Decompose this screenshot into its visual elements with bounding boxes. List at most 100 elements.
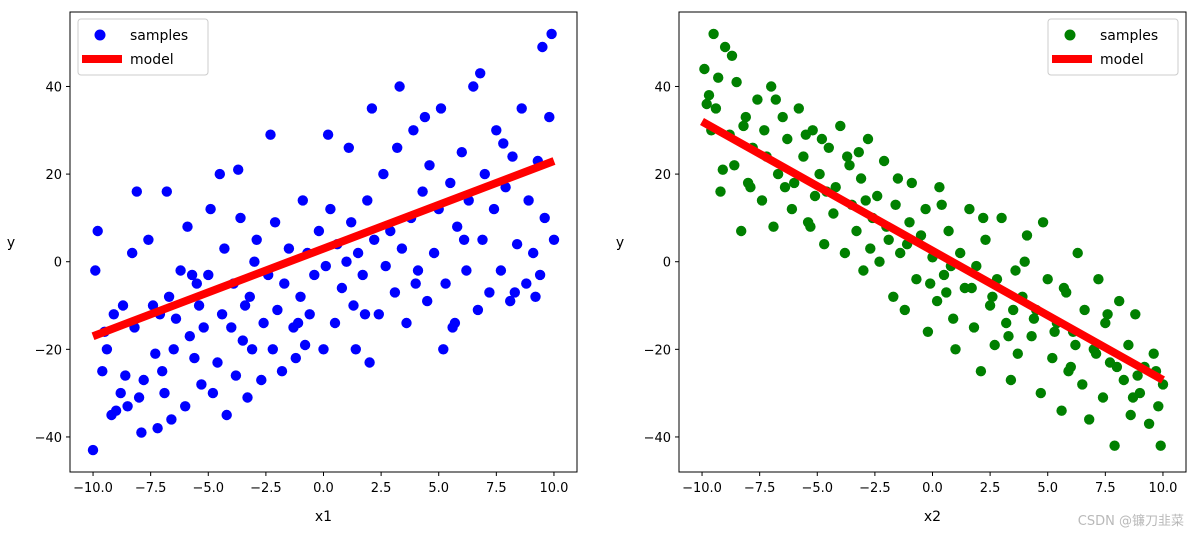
scatter-point	[394, 81, 405, 92]
scatter-point	[915, 230, 927, 241]
scatter-point	[408, 125, 419, 136]
chart-panel-1: −10.0 −7.5 −5.0 −2.5 0.0 2.5 5.0 7.5 10.0 −40 −20 0…	[7, 11, 578, 525]
scatter-point	[779, 182, 791, 193]
scatter-point	[996, 212, 1007, 224]
scatter-point	[729, 160, 740, 171]
y-tick-label: −40	[35, 431, 62, 446]
scatter-point	[1155, 440, 1166, 451]
scatter-point	[925, 278, 936, 289]
scatter-point	[299, 339, 311, 351]
scatter-point	[440, 278, 451, 289]
scatter-point	[424, 160, 435, 171]
scatter-point	[117, 300, 129, 311]
scatter-point	[1070, 339, 1081, 351]
y-tick-label: −20	[644, 343, 671, 358]
scatter-point	[740, 111, 751, 123]
scatter-point	[320, 260, 331, 272]
legend-marker-samples	[94, 29, 106, 41]
scatter-point	[1114, 295, 1125, 307]
scatter-point	[941, 287, 952, 298]
x-tick-label: −5.0	[192, 481, 224, 496]
scatter-point	[265, 129, 276, 140]
scatter-point	[267, 344, 278, 355]
scatter-point	[984, 300, 996, 311]
y-tick-label: 40	[654, 80, 671, 95]
scatter-point	[193, 300, 205, 311]
scatter-point	[242, 392, 253, 403]
x-tick-label: 5.0	[1037, 481, 1058, 496]
y-axis-label: y	[616, 235, 624, 251]
scatter-point	[971, 260, 982, 272]
scatter-point	[318, 344, 329, 355]
scatter-point	[911, 274, 922, 285]
scatter-point	[800, 129, 811, 140]
scatter-point	[163, 291, 175, 302]
scatter-point	[1111, 361, 1123, 373]
scatter-point	[819, 239, 830, 250]
scatter-point	[719, 41, 731, 53]
y-tick-label: 20	[45, 168, 62, 183]
scatter-point	[392, 142, 403, 153]
model-line	[91, 157, 556, 340]
scatter-point	[546, 28, 557, 40]
scatter-point	[1072, 247, 1083, 259]
scatter-point	[842, 151, 853, 162]
scatter-point	[544, 111, 555, 123]
scatter-point	[468, 81, 479, 92]
x-tick-label: 10.0	[539, 481, 568, 496]
scatter-point	[851, 225, 862, 237]
scatter-point	[472, 304, 484, 316]
scatter-point	[445, 177, 456, 189]
y-tick-label: −20	[35, 343, 62, 358]
scatter-point	[1049, 326, 1060, 337]
scatter-point	[816, 133, 828, 145]
scatter-point	[920, 203, 931, 215]
scatter-point	[373, 309, 384, 320]
series-samples	[87, 28, 560, 456]
scatter-point	[143, 234, 154, 245]
axes-frame	[678, 11, 1187, 473]
scatter-point	[452, 221, 463, 232]
scatter-point	[1019, 256, 1030, 267]
scatter-point	[1028, 313, 1040, 324]
y-axis-label: y	[7, 235, 15, 251]
scatter-point	[978, 212, 989, 224]
scatter-point	[798, 151, 809, 162]
scatter-point	[170, 313, 182, 324]
scatter-point	[966, 282, 977, 294]
scatter-point	[759, 125, 770, 136]
scatter-point	[147, 300, 159, 311]
scatter-point	[1035, 387, 1047, 399]
scatter-point	[823, 142, 834, 153]
scatter-point	[369, 234, 380, 245]
scatter-point	[189, 352, 200, 364]
scatter-point	[860, 195, 871, 206]
scatter-point	[352, 247, 364, 259]
scatter-point	[92, 225, 103, 237]
x-axis-label: x2	[924, 509, 941, 525]
scatter-point	[708, 28, 719, 40]
scatter-point	[191, 278, 202, 289]
scatter-point	[1003, 331, 1014, 342]
scatter-point	[537, 41, 548, 53]
legend-marker-samples	[1064, 29, 1076, 41]
scatter-point	[713, 72, 724, 83]
scatter-point	[1097, 392, 1109, 403]
scatter-point	[1047, 352, 1058, 364]
scatter-point	[313, 225, 325, 237]
scatter-point	[1042, 274, 1053, 285]
scatter-point	[401, 317, 412, 329]
scatter-point	[159, 387, 170, 399]
scatter-point	[980, 234, 991, 245]
scatter-point	[297, 195, 308, 206]
x-tick-label: 2.5	[980, 481, 1001, 496]
scatter-point	[290, 352, 301, 364]
scatter-point	[878, 155, 890, 167]
scatter-point	[717, 164, 728, 175]
y-tick-label: −40	[644, 431, 671, 446]
scatter-point	[122, 401, 133, 412]
scatter-point	[309, 269, 320, 281]
scatter-point	[477, 234, 488, 245]
scatter-point	[736, 225, 747, 237]
scatter-point	[814, 168, 825, 180]
